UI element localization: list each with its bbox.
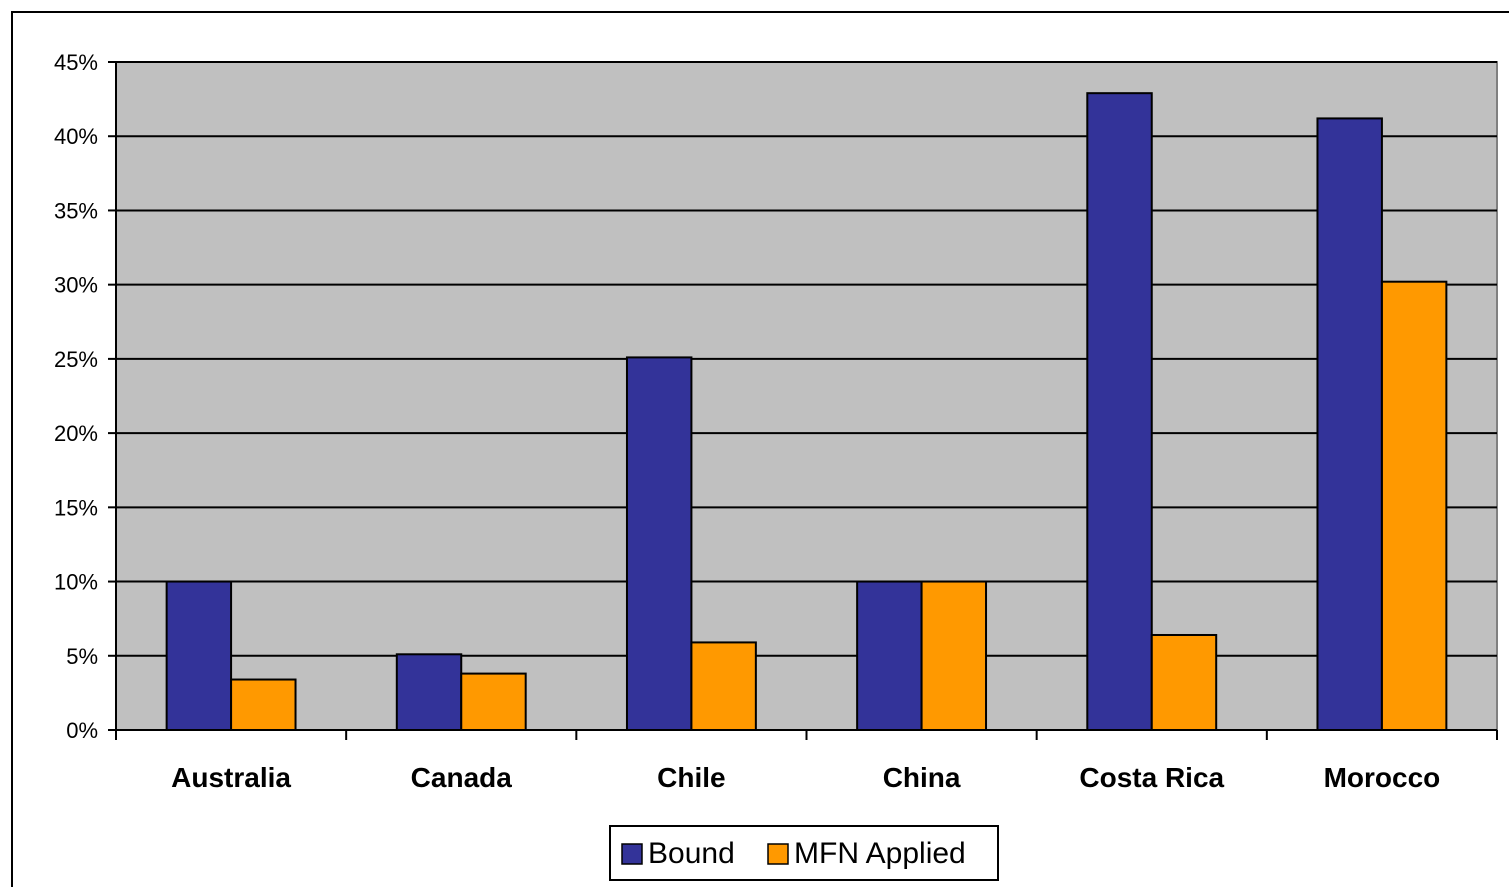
legend-swatch [621,843,643,865]
bar-mfn-applied-costa-rica [1150,633,1218,731]
legend-swatch [767,843,789,865]
bar-bound-chile [625,356,693,731]
category-label: Costa Rica [1079,762,1224,793]
y-tick-label: 20% [54,421,98,446]
bar-mfn-applied-chile [690,641,757,732]
legend-label: MFN Applied [794,837,966,870]
plot-area [115,61,1498,731]
bar-bound-china [856,580,923,731]
y-tick-label: 10% [54,570,98,595]
legend-label: Bound [648,837,735,870]
y-tick-label: 35% [54,198,98,223]
y-tick-label: 15% [54,495,98,520]
category-label: Chile [657,762,725,793]
category-labels: Australia Canada Chile China Costa Rica Moroc… [171,762,1440,793]
bar-mfn-applied-morocco [1380,280,1448,731]
legend-box [609,825,999,881]
bar-bound-costa-rica [1086,92,1153,731]
bar-mfn-applied-australia [230,678,297,731]
y-tick-label: 40% [54,124,98,149]
bar-bound-australia [165,580,233,731]
y-tick-label: 30% [54,273,98,298]
y-tick-label: 0% [66,718,98,743]
bar-mfn-applied-canada [460,672,527,732]
y-tick-label: 45% [54,50,98,75]
y-tick-label: 25% [54,347,98,372]
gridlines [116,61,1497,657]
category-label: Canada [411,762,513,793]
bars [165,92,1448,732]
category-label: Morocco [1324,762,1441,793]
bar-bound-canada [395,653,463,731]
y-tick-labels: 0% 5% 10% 15% 20% 25% 30% 35% 40% 45% [54,50,98,743]
bar-bound-morocco [1316,117,1383,732]
category-label: China [883,762,961,793]
bar-mfn-applied-china [920,580,988,731]
axes [108,61,1498,740]
legend: Bound MFN Applied [609,825,999,881]
y-tick-label: 5% [66,644,98,669]
category-label: Australia [171,762,291,793]
